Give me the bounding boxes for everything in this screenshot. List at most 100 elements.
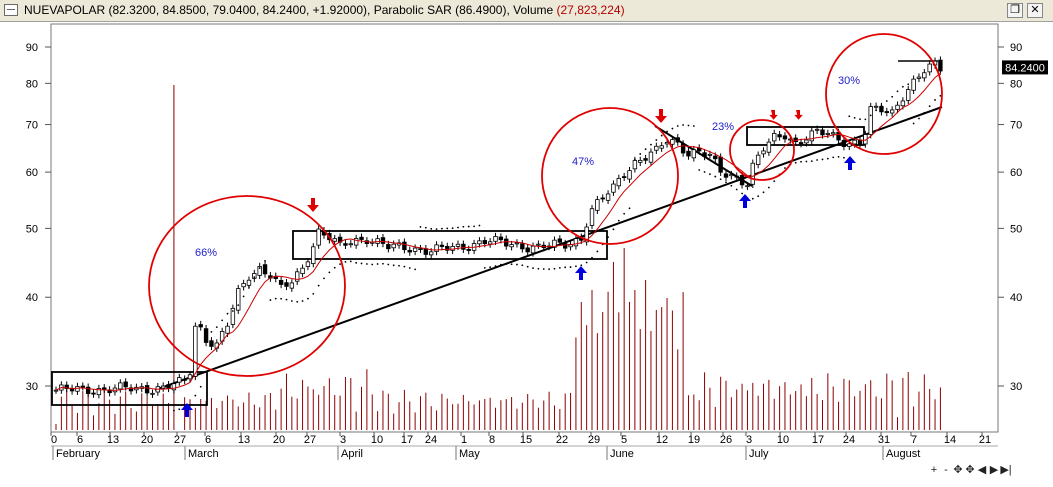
x-day-label: 14 — [944, 434, 956, 446]
sar-dot — [773, 180, 776, 183]
candle-body — [605, 193, 611, 201]
candle-body — [91, 392, 96, 395]
x-day-label: 0 — [51, 434, 57, 446]
candle-body — [648, 151, 654, 163]
candle-body — [922, 72, 927, 79]
x-month-label: March — [188, 448, 219, 460]
candle-body — [739, 175, 745, 186]
sar-dot — [215, 326, 218, 328]
sar-dot — [408, 267, 411, 269]
sar-dot — [264, 260, 266, 262]
close-window-icon[interactable]: ✕ — [1027, 3, 1043, 18]
candle-body — [359, 236, 364, 240]
x-day-label: 13 — [107, 434, 119, 446]
y-tick-label-right: 80 — [1010, 78, 1022, 90]
x-day-label: 10 — [371, 434, 383, 446]
sar-dot — [199, 385, 202, 388]
candle-body — [423, 248, 429, 255]
y-axes: 30 30 40 40 50 50 60 60 70 70 80 80 90 90 — [26, 42, 1023, 393]
sar-dot — [382, 262, 384, 265]
candle-body — [144, 385, 150, 394]
sar-dot — [730, 184, 733, 187]
restore-window-icon[interactable]: ❐ — [1007, 3, 1023, 18]
sar-dot — [907, 83, 910, 86]
sar-dot — [639, 153, 642, 155]
x-day-label: 6 — [205, 434, 211, 446]
candle-body — [209, 340, 214, 347]
candle-body — [643, 158, 648, 161]
candle-body — [889, 109, 895, 114]
sar-dot — [424, 226, 427, 229]
candle-body — [729, 174, 734, 177]
sar-dot — [269, 299, 272, 301]
zoom-in-icon[interactable]: + — [930, 464, 938, 476]
sar-dot — [644, 148, 647, 151]
y-tick-label-right: 50 — [1010, 223, 1022, 235]
candle-body — [166, 384, 171, 389]
candle-body — [900, 100, 906, 107]
x-day-label: 10 — [777, 434, 789, 446]
buy-arrow-icon — [739, 194, 751, 208]
sar-dot — [660, 134, 663, 137]
candle-body — [718, 156, 723, 173]
scroll-left-icon[interactable]: ◀ — [977, 464, 987, 476]
sar-dot — [494, 265, 497, 267]
candle-body — [873, 105, 879, 108]
sar-dot — [430, 227, 433, 230]
sar-dot — [875, 109, 877, 112]
candle-body — [123, 381, 128, 388]
candle-body — [814, 128, 820, 131]
sar-dot — [312, 292, 315, 295]
zoom-out-icon[interactable]: - — [944, 464, 948, 476]
sar-dot — [532, 267, 534, 270]
candle-body — [825, 133, 831, 135]
x-day-label: 3 — [746, 434, 752, 446]
x-month-label: June — [610, 448, 634, 460]
candle-body — [418, 248, 423, 251]
sar-dot — [569, 266, 572, 268]
sar-dot — [853, 116, 856, 119]
sar-dot — [323, 277, 325, 280]
sar-dot — [189, 403, 191, 406]
x-day-label: 7 — [911, 434, 917, 446]
candle-body — [504, 238, 509, 247]
sar-dot — [173, 409, 175, 412]
candle-body — [257, 266, 262, 276]
pan-icon[interactable]: ✥ — [953, 464, 963, 476]
y-tick-label-left: 40 — [26, 292, 38, 304]
x-day-label: 5 — [621, 434, 627, 446]
y-tick-label-left: 80 — [26, 78, 38, 90]
sar-dot — [821, 158, 824, 161]
scroll-right-icon[interactable]: ▶ — [989, 464, 999, 476]
candle-body — [820, 129, 825, 136]
x-month-label: August — [886, 448, 920, 460]
sar-dot — [843, 156, 845, 159]
candle-body — [691, 149, 697, 159]
scroll-end-icon[interactable]: ▶| — [1000, 464, 1012, 476]
sar-dot — [826, 157, 829, 160]
y-tick-label-right: 30 — [1010, 381, 1022, 393]
chart-area: 30 30 40 40 50 50 60 60 70 70 80 80 90 90 66% 47% 23% 30… — [0, 22, 1053, 482]
volume-bars — [55, 85, 941, 430]
title-bar: NUEVAPOLAR (82.3200, 84.8500, 79.0400, 8… — [0, 0, 1053, 22]
price-tag-label: 84.2400 — [1005, 62, 1045, 74]
sar-dot — [414, 268, 417, 271]
sar-dot — [248, 286, 250, 288]
sar-dot — [719, 178, 722, 181]
candle-body — [182, 378, 187, 381]
sar-dot — [784, 167, 786, 169]
y-tick-label-left: 50 — [26, 223, 38, 235]
x-day-label: 21 — [979, 434, 991, 446]
sar-dot — [285, 298, 288, 301]
sar-dot — [237, 304, 240, 307]
candle-body — [745, 185, 750, 188]
pattern-circle — [541, 107, 679, 245]
fit-icon[interactable]: ✥ — [965, 464, 975, 476]
x-day-label: 13 — [238, 434, 250, 446]
chart-navigation: + - ✥ ✥ ◀ ▶ ▶| — [928, 463, 1012, 476]
consolidation-box — [292, 230, 608, 260]
sar-dot — [934, 99, 936, 101]
candle-body — [884, 111, 889, 114]
sar-dot — [762, 191, 765, 194]
candle-body — [198, 324, 203, 328]
